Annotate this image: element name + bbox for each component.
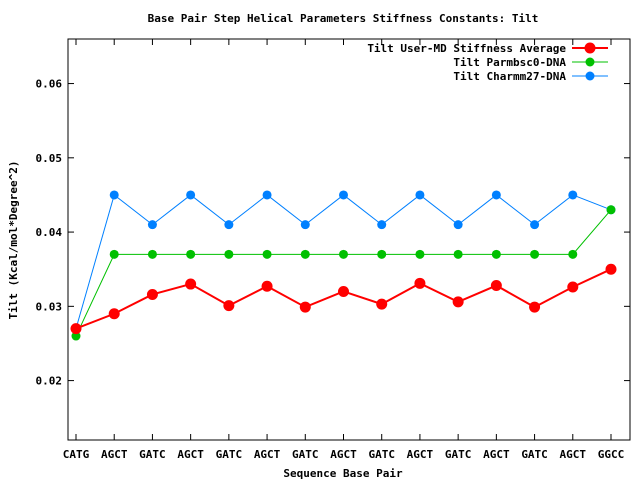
data-point-series-3 <box>415 190 425 200</box>
data-point-series-1 <box>605 263 617 275</box>
data-point-series-2 <box>491 249 501 259</box>
legend-marker <box>585 57 595 67</box>
data-point-series-1 <box>299 301 311 313</box>
series-layer <box>70 190 617 341</box>
x-tick-label: GATC <box>292 448 319 461</box>
x-tick-label: AGCT <box>254 448 281 461</box>
y-tick-label: 0.04 <box>36 226 63 239</box>
x-tick-label: AGCT <box>560 448 587 461</box>
x-tick-label: AGCT <box>101 448 128 461</box>
data-point-series-1 <box>261 280 273 292</box>
x-tick-label: GATC <box>445 448 472 461</box>
data-point-series-2 <box>71 331 81 341</box>
legend-label: Tilt Parmbsc0-DNA <box>453 56 566 69</box>
data-point-series-1 <box>414 277 426 289</box>
data-point-series-2 <box>606 205 616 215</box>
data-point-series-3 <box>568 190 578 200</box>
data-point-series-1 <box>529 301 541 313</box>
data-point-series-2 <box>415 249 425 259</box>
x-tick-label: AGCT <box>177 448 204 461</box>
data-point-series-3 <box>453 220 463 230</box>
chart-title: Base Pair Step Helical Parameters Stiffn… <box>148 12 539 25</box>
data-point-series-3 <box>300 220 310 230</box>
data-point-series-1 <box>567 281 579 293</box>
data-point-series-1 <box>490 280 502 292</box>
data-point-series-3 <box>491 190 501 200</box>
series-line-1 <box>75 268 612 330</box>
y-tick-label: 0.03 <box>36 300 63 313</box>
legend-marker <box>584 42 596 54</box>
x-tick-label: GGCC <box>598 448 625 461</box>
data-point-series-3 <box>339 190 348 200</box>
data-point-series-1 <box>338 285 349 297</box>
x-tick-label: GATC <box>521 448 548 461</box>
series-line-2 <box>75 209 612 337</box>
data-point-series-3 <box>109 190 119 200</box>
x-tick-label: AGCT <box>407 448 434 461</box>
data-point-series-2 <box>147 249 157 259</box>
data-point-series-2 <box>109 249 119 259</box>
y-tick-label: 0.02 <box>36 375 63 388</box>
x-tick-label: AGCT <box>330 448 357 461</box>
y-tick-label: 0.06 <box>36 78 63 91</box>
data-point-series-1 <box>452 296 464 308</box>
data-point-series-3 <box>530 220 540 230</box>
data-point-series-1 <box>376 298 388 310</box>
legend-label: Tilt Charmm27-DNA <box>453 70 566 83</box>
data-point-series-1 <box>146 288 158 300</box>
data-point-series-1 <box>70 323 82 335</box>
data-point-series-2 <box>530 249 540 259</box>
x-tick-label: GATC <box>368 448 395 461</box>
data-point-series-2 <box>262 249 272 259</box>
data-point-series-1 <box>185 278 197 290</box>
data-point-series-2 <box>300 249 310 259</box>
data-point-series-2 <box>186 249 196 259</box>
y-axis-label: Tilt (Kcal/mol*Degree^2) <box>7 161 20 320</box>
x-tick-label: AGCT <box>483 448 510 461</box>
y-axis-ticks: 0.02 0.03 0.04 0.05 0.06 <box>36 78 630 388</box>
data-point-series-3 <box>186 190 196 200</box>
x-tick-label: GATC <box>216 448 243 461</box>
x-axis-ticks: CATG AGCT GATC AGCT GATC AGCT GATC AGCT GATC AGCT… <box>63 39 625 461</box>
data-point-series-2 <box>377 249 387 259</box>
data-point-series-3 <box>147 220 157 230</box>
x-tick-label: GATC <box>139 448 166 461</box>
data-point-series-2 <box>339 249 348 259</box>
data-point-series-2 <box>568 249 578 259</box>
data-point-series-1 <box>223 300 235 312</box>
x-tick-label: CATG <box>63 448 90 461</box>
data-point-series-3 <box>377 220 387 230</box>
data-point-series-3 <box>262 190 272 200</box>
data-point-series-2 <box>453 249 463 259</box>
data-point-series-1 <box>108 308 120 320</box>
legend-marker <box>585 71 595 81</box>
data-point-series-2 <box>224 249 234 259</box>
legend-label: Tilt User-MD Stiffness Average <box>367 42 566 55</box>
x-axis-label: Sequence Base Pair <box>283 467 403 480</box>
plot-frame <box>67 38 631 441</box>
data-point-series-3 <box>224 220 234 230</box>
y-tick-label: 0.05 <box>36 152 63 165</box>
